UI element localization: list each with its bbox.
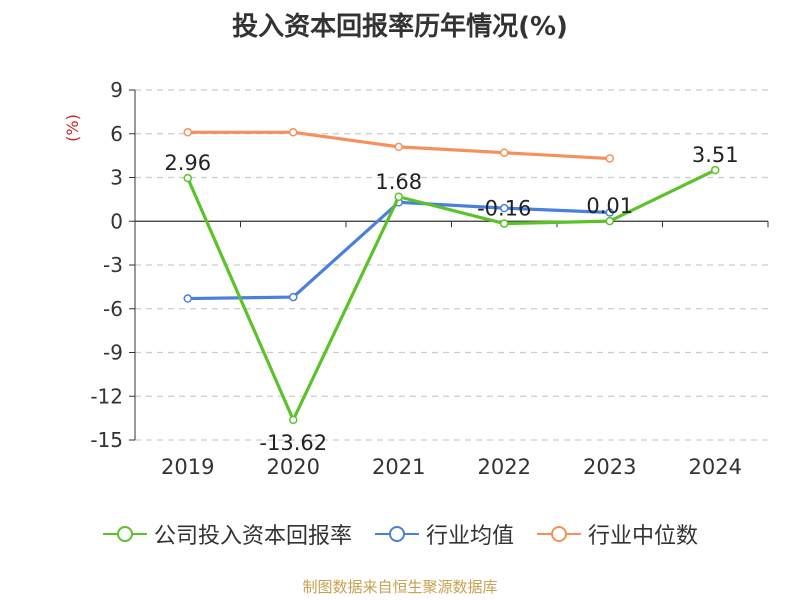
y-tick-label: -3 <box>103 253 123 277</box>
y-axis-label: (%) <box>63 114 82 142</box>
data-label: 2.96 <box>164 151 211 175</box>
legend-item-company[interactable]: 公司投入资本回报率 <box>102 518 352 550</box>
series-line-0 <box>186 168 716 422</box>
data-point-1 <box>500 203 509 213</box>
data-point-0 <box>711 165 720 175</box>
data-label: 0.01 <box>586 194 633 218</box>
data-point-0 <box>183 173 192 183</box>
y-tick-label: -15 <box>90 428 123 452</box>
data-point-0 <box>394 192 403 201</box>
legend-label-industry-mean: 行业均值 <box>425 524 514 549</box>
data-point-2 <box>394 142 403 152</box>
data-label: -13.62 <box>259 431 327 455</box>
legend-item-industry-median[interactable]: 行业中位数 <box>536 518 698 550</box>
data-point-1 <box>183 294 192 303</box>
data-point-0 <box>605 216 614 226</box>
legend-marker-company <box>102 526 147 542</box>
data-point-0 <box>500 219 509 228</box>
legend-marker-industry-mean <box>374 526 419 542</box>
legend-label-industry-median: 行业中位数 <box>588 524 699 549</box>
data-label: 1.68 <box>375 170 422 194</box>
x-tick-label: 2021 <box>372 455 425 479</box>
y-tick-label: -9 <box>103 341 123 365</box>
legend-label-company: 公司投入资本回报率 <box>153 524 352 549</box>
data-point-0 <box>289 415 298 425</box>
legend: 公司投入资本回报率 行业均值 行业中位数 <box>0 518 800 550</box>
data-point-2 <box>500 148 509 157</box>
legend-item-industry-mean[interactable]: 行业均值 <box>374 518 514 550</box>
chart-title: 投入资本回报率历年情况(%) <box>232 12 568 42</box>
y-tick-label: 9 <box>110 78 123 102</box>
data-point-2 <box>183 128 192 137</box>
y-tick-label: -12 <box>90 384 123 408</box>
x-tick-label: 2022 <box>478 455 531 479</box>
y-tick-label: 0 <box>110 209 123 233</box>
data-label: 3.51 <box>692 143 739 167</box>
x-tick-label: 2023 <box>583 455 636 479</box>
data-point-2 <box>289 128 298 137</box>
x-tick-label: 2024 <box>689 455 742 479</box>
data-point-1 <box>289 292 298 302</box>
x-tick-label: 2019 <box>161 455 214 479</box>
x-tick-label: 2020 <box>267 455 320 479</box>
y-tick-label: 6 <box>110 122 123 146</box>
data-point-1 <box>605 208 614 217</box>
data-point-2 <box>605 154 614 163</box>
legend-marker-industry-median <box>537 526 581 542</box>
y-tick-label: 3 <box>110 166 123 190</box>
data-label: -0.16 <box>477 197 531 221</box>
y-tick-label: -6 <box>103 297 123 321</box>
series-line-1 <box>187 200 610 301</box>
source-note: 制图数据来自恒生聚源数据库 <box>302 578 498 596</box>
